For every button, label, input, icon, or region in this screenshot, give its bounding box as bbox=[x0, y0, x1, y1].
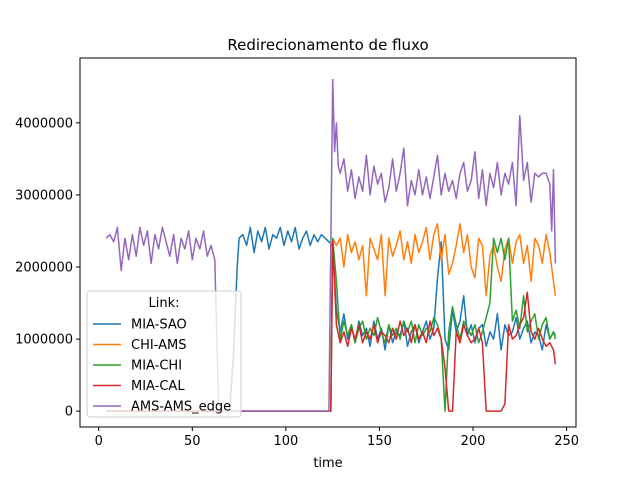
legend-label-mia-sao: MIA-SAO bbox=[131, 318, 187, 333]
x-tick-label: 100 bbox=[273, 434, 298, 449]
x-tick-label: 50 bbox=[184, 434, 201, 449]
legend-label-chi-ams: CHI-AMS bbox=[131, 338, 186, 353]
y-tick-label: 0 bbox=[65, 405, 73, 420]
x-tick-label: 250 bbox=[554, 434, 579, 449]
legend-label-mia-chi: MIA-CHI bbox=[131, 359, 182, 374]
y-tick-label: 4000000 bbox=[15, 116, 73, 131]
series-line-mia-chi bbox=[106, 237, 557, 412]
legend: Link: MIA-SAO CHI-AMS MIA-CHI MIA-CAL AMS-AM… bbox=[86, 290, 242, 418]
legend-items: MIA-SAO CHI-AMS MIA-CHI MIA-CAL AMS-AMS_edge bbox=[93, 318, 231, 415]
series-layer bbox=[105, 78, 557, 412]
y-tick-label: 1000000 bbox=[15, 333, 73, 348]
y-axis-ticks: 0 1000000 2000000 3000000 4000000 bbox=[15, 116, 80, 420]
axes-frame bbox=[79, 57, 577, 428]
chart-title: Redirecionamento de fluxo bbox=[227, 36, 428, 54]
x-axis-ticks: 0 50 100 150 200 250 bbox=[95, 427, 579, 449]
x-axis-label: time bbox=[313, 456, 342, 471]
y-tick-label: 3000000 bbox=[15, 188, 73, 203]
series-line-ams-ams-edge bbox=[105, 78, 557, 412]
series-line-mia-cal bbox=[106, 241, 557, 412]
legend-label-mia-cal: MIA-CAL bbox=[131, 379, 185, 394]
series-line-chi-ams bbox=[106, 223, 557, 412]
legend-title: Link: bbox=[148, 296, 179, 311]
x-tick-label: 0 bbox=[95, 434, 103, 449]
x-tick-label: 200 bbox=[461, 434, 486, 449]
y-tick-label: 2000000 bbox=[15, 261, 73, 276]
legend-label-ams-ams-edge: AMS-AMS_edge bbox=[131, 400, 231, 415]
legend-box bbox=[86, 290, 242, 418]
x-tick-label: 150 bbox=[367, 434, 392, 449]
